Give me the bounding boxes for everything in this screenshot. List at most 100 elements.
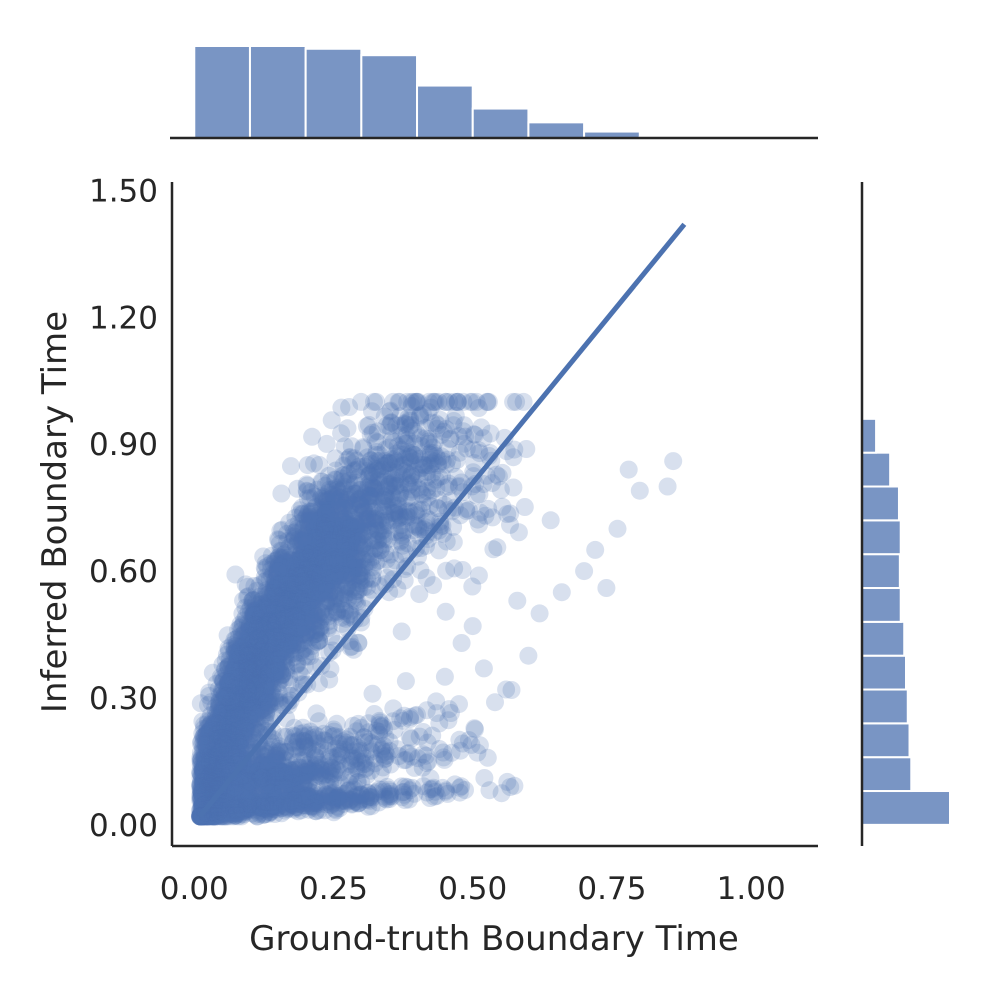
scatter-point [251,675,270,693]
scatter-point [245,591,263,609]
scatter-point [271,662,290,681]
scatter-point [352,558,371,577]
scatter-point [267,563,286,582]
scatter-point [215,687,233,706]
scatter-point [278,642,297,661]
scatter-point [295,746,314,765]
scatter-point [342,736,361,755]
x-marginal-histogram [193,45,697,140]
scatter-point [347,525,366,544]
scatter-point [463,392,482,411]
scatter-point [233,646,252,665]
scatter-point [242,738,261,757]
scatter-point [195,742,214,761]
scatter-point [298,511,317,530]
scatter-point [223,732,241,751]
scatter-point [283,778,302,797]
scatter-point [374,521,393,540]
scatter-point [422,454,441,473]
scatter-point [266,646,285,665]
scatter-point [196,779,215,798]
scatter-point [295,543,314,562]
scatter-point [243,794,262,813]
scatter-point [280,550,299,569]
scatter-point [343,790,362,809]
scatter-point [336,509,355,528]
scatter-point [351,741,370,760]
scatter-point [402,747,421,766]
scatter-point [269,611,288,630]
scatter-point [298,533,317,552]
scatter-point [203,663,222,682]
scatter-point [319,466,338,485]
scatter-point [389,465,408,484]
scatter-point [319,761,337,780]
scatter-point [270,548,289,567]
scatter-point [253,657,272,676]
scatter-point [215,727,234,746]
scatter-point [296,766,315,785]
scatter-point [376,505,395,524]
scatter-point [288,740,306,759]
scatter-point [373,516,392,535]
scatter-point [343,794,362,813]
scatter-point [273,548,292,567]
scatter-point [246,594,265,613]
scatter-point [214,807,232,826]
scatter-point [223,682,242,701]
scatter-point [220,727,239,746]
scatter-point [340,560,359,579]
scatter-point [237,658,256,677]
scatter-point [217,712,236,731]
scatter-point [381,784,400,803]
scatter-point [193,761,212,780]
scatter-point [292,550,311,569]
scatter-point [236,642,255,661]
scatter-point [328,480,347,499]
scatter-point [385,720,404,739]
scatter-point [340,532,359,551]
scatter-point [226,680,245,699]
scatter-point [240,685,259,704]
scatter-point [350,574,369,593]
scatter-point [276,610,295,629]
scatter-point [297,781,316,800]
scatter-point [225,759,244,778]
scatter-point [330,789,349,808]
scatter-point [328,522,347,540]
scatter-point [417,568,436,587]
scatter-point [241,682,260,701]
scatter-point [487,465,506,484]
scatter-point [193,785,211,804]
scatter-point [340,727,359,746]
scatter-point [256,560,275,579]
scatter-point [328,797,347,816]
scatter-point [439,711,458,730]
scatter-point [247,581,266,600]
y-marginal-bar [861,587,902,623]
scatter-point [281,608,300,627]
scatter-point [340,605,359,624]
scatter-point [326,535,345,554]
scatter-point [250,640,269,659]
scatter-point [229,719,248,738]
scatter-point [199,782,218,801]
scatter-point [338,531,357,550]
scatter-point [257,581,276,600]
scatter-point [339,487,358,506]
scatter-point [310,456,329,474]
scatter-point [251,661,270,680]
scatter-point [215,747,234,765]
scatter-point [289,602,308,621]
scatter-point [215,701,233,720]
scatter-point [273,603,292,622]
scatter-point [236,575,255,594]
scatter-point [244,686,263,705]
scatter-point [224,729,243,748]
scatter-point [223,655,242,674]
scatter-point [234,591,253,610]
scatter-point [271,776,290,795]
scatter-point [343,746,362,765]
scatter-point [254,806,273,824]
scatter-point [248,627,267,646]
